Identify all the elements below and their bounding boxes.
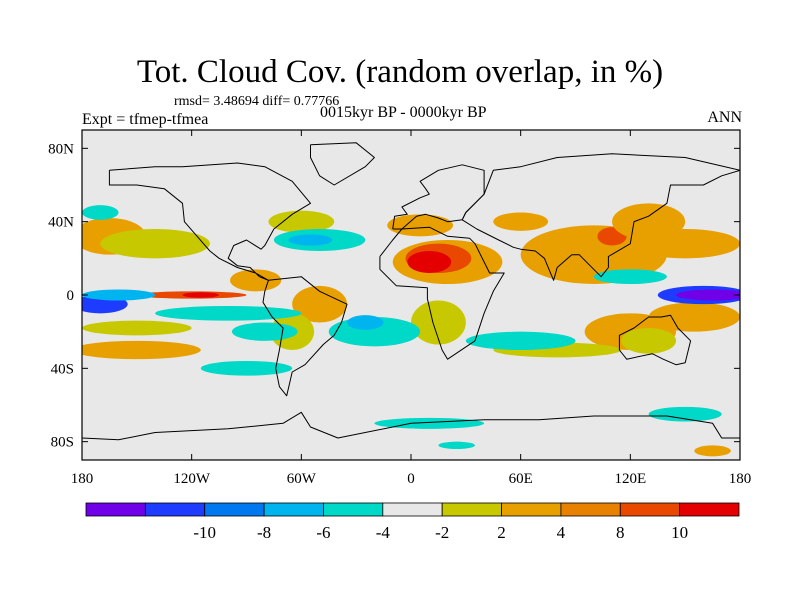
colorbar-box-4 xyxy=(323,502,384,517)
anomaly-patch-30 xyxy=(231,322,298,341)
anomaly-patch-34 xyxy=(288,234,333,246)
colorbar-box-3 xyxy=(263,502,324,517)
anomaly-patch-20 xyxy=(621,328,677,354)
colorbar-box-1 xyxy=(144,502,206,517)
anomaly-patch-19 xyxy=(648,302,740,332)
coastline-south-america xyxy=(262,276,348,397)
colorbar-box-7 xyxy=(501,502,562,517)
anomaly-patch-4 xyxy=(493,212,549,231)
colorbar-label-3: -4 xyxy=(376,523,391,542)
anomaly-patch-32 xyxy=(347,315,384,330)
anomaly-patch-3 xyxy=(387,214,454,237)
anomaly-patch-29 xyxy=(155,306,302,321)
coastline-greenland xyxy=(310,142,375,186)
y-tick-label-0: 80N xyxy=(48,141,74,157)
coastline-north-america xyxy=(108,162,311,281)
anomaly-patch-40 xyxy=(200,361,293,376)
y-tick-label-4: 80S xyxy=(51,435,74,451)
x-tick-label-3: 0 xyxy=(407,471,415,487)
colorbar-label-8: 10 xyxy=(671,523,688,542)
anomaly-patch-2 xyxy=(407,251,452,273)
y-tick-label-1: 40N xyxy=(48,215,74,231)
anomaly-field xyxy=(82,203,740,457)
colorbar-label-1: -8 xyxy=(257,523,271,542)
coastline-europe xyxy=(392,164,485,230)
x-axis: 180 120W 60W 0 60E 120E 180 xyxy=(71,130,752,487)
anomaly-patch-12 xyxy=(230,269,282,292)
colorbar-box-8 xyxy=(560,502,621,517)
anomaly-patch-10 xyxy=(100,229,210,259)
colorbar-label-7: 8 xyxy=(616,523,625,542)
x-tick-label-4: 60E xyxy=(509,471,533,487)
anomaly-patch-8 xyxy=(630,229,740,259)
anomaly-patch-24 xyxy=(694,445,731,457)
colorbar-box-0 xyxy=(85,502,146,517)
colorbar: -10 -8 -6 -4 -2 2 4 8 10 xyxy=(85,502,740,542)
x-tick-label-2: 60W xyxy=(287,471,317,487)
anomaly-patch-22 xyxy=(82,320,192,336)
colorbar-label-6: 4 xyxy=(557,523,566,542)
colorbar-box-6 xyxy=(441,502,502,517)
x-tick-label-0: 180 xyxy=(71,471,94,487)
colorbar-label-4: -2 xyxy=(435,523,449,542)
coastline-asia xyxy=(461,153,740,281)
coastline-australia xyxy=(618,314,692,366)
anomaly-patch-21 xyxy=(82,340,201,360)
y-axis: 80N 40N 0 40S 80S xyxy=(48,141,740,451)
x-tick-label-1: 120W xyxy=(173,471,211,487)
season-label: ANN xyxy=(707,109,742,126)
anomaly-patch-36 xyxy=(593,269,667,284)
experiment-label: Expt = tfmep-tfmea xyxy=(82,111,209,128)
anomaly-patch-17 xyxy=(411,300,466,345)
coastlines xyxy=(82,142,740,441)
colorbar-box-2 xyxy=(204,502,265,517)
colorbar-label-0: -10 xyxy=(193,523,216,542)
x-tick-label-6: 180 xyxy=(729,471,752,487)
y-tick-label-2: 0 xyxy=(67,288,75,304)
anomaly-patch-37 xyxy=(82,205,119,220)
chart-title: Tot. Cloud Cov. (random overlap, in %) xyxy=(136,54,664,90)
colorbar-box-9 xyxy=(619,502,681,517)
x-tick-label-5: 120E xyxy=(614,471,646,487)
anomaly-patch-39 xyxy=(438,441,475,450)
y-tick-label-3: 40S xyxy=(51,361,74,377)
coastline-africa xyxy=(379,226,505,360)
anomaly-patch-41 xyxy=(648,406,722,422)
coastline-antarctica xyxy=(82,411,740,441)
rmsd-diff-text: rmsd= 3.48694 diff= 0.77766 xyxy=(174,94,340,109)
anomaly-patch-13 xyxy=(292,285,348,323)
anomaly-patch-26 xyxy=(676,289,740,301)
anomaly-patch-11 xyxy=(268,210,335,233)
colorbar-box-10 xyxy=(679,502,740,517)
anomaly-patch-16 xyxy=(182,292,220,298)
colorbar-box-5 xyxy=(382,502,443,517)
period-label: 0015kyr BP - 0000kyr BP xyxy=(320,104,487,121)
anomaly-patch-28 xyxy=(82,289,156,301)
colorbar-label-2: -6 xyxy=(316,523,330,542)
colorbar-label-5: 2 xyxy=(497,523,506,542)
anomaly-patch-35 xyxy=(465,331,576,351)
